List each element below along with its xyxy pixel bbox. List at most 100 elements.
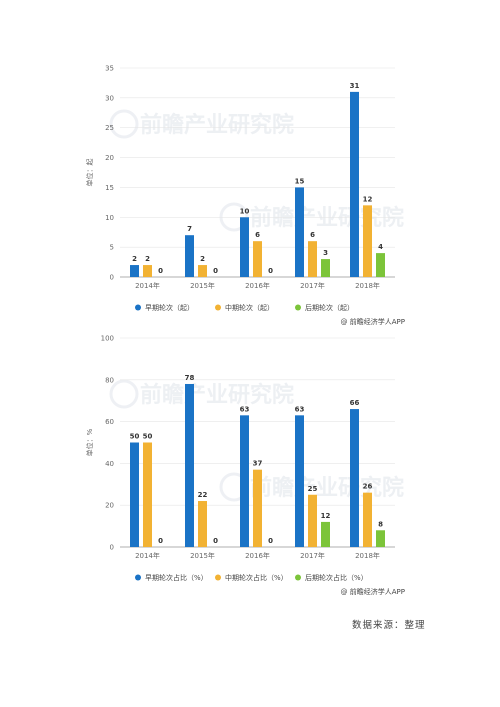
data-label: 3 bbox=[323, 249, 328, 257]
data-label: 12 bbox=[363, 195, 373, 203]
y-tick-label: 60 bbox=[105, 418, 114, 426]
bar-early bbox=[185, 383, 194, 547]
legend-label: 后期轮次占比（%） bbox=[305, 573, 368, 582]
y-tick-label: 100 bbox=[101, 335, 114, 343]
bar-mid bbox=[198, 265, 207, 277]
data-label: 66 bbox=[350, 399, 360, 407]
chart-investment-rounds-count: 前瞻产业研究院 前瞻产业研究院 0 5 10 15 20 25 30 35 单位：起 2 2 0 2014年… bbox=[0, 55, 500, 330]
data-label: 63 bbox=[240, 405, 250, 413]
bar-late bbox=[376, 253, 385, 277]
x-tick-label: 2016年 bbox=[245, 551, 270, 560]
bar-mid bbox=[308, 494, 317, 547]
bar-early bbox=[130, 265, 139, 277]
x-tick-label: 2016年 bbox=[245, 281, 270, 290]
source-credit: @ 前瞻经济学人APP bbox=[341, 587, 405, 596]
bar-mid bbox=[308, 241, 317, 277]
legend-label: 中期轮次占比（%） bbox=[225, 573, 288, 582]
bar-mid bbox=[363, 205, 372, 277]
y-axis-label: 单位：起 bbox=[85, 159, 94, 187]
data-label: 2 bbox=[200, 255, 205, 263]
bar-late bbox=[321, 521, 330, 547]
data-label: 0 bbox=[268, 537, 273, 545]
data-label: 50 bbox=[143, 433, 153, 441]
x-tick-label: 2018年 bbox=[355, 281, 380, 290]
data-label: 78 bbox=[185, 374, 195, 382]
bar-late bbox=[376, 530, 385, 547]
data-label: 50 bbox=[130, 433, 140, 441]
bar-mid bbox=[198, 501, 207, 547]
y-tick-label: 15 bbox=[105, 184, 114, 192]
data-label: 4 bbox=[378, 243, 383, 251]
legend-marker bbox=[135, 304, 141, 311]
data-label: 25 bbox=[308, 485, 318, 493]
data-label: 37 bbox=[253, 460, 263, 468]
y-tick-label: 80 bbox=[105, 376, 114, 384]
legend-marker bbox=[215, 574, 221, 581]
bar-mid bbox=[253, 241, 262, 277]
x-tick-label: 2015年 bbox=[190, 551, 215, 560]
y-tick-label: 35 bbox=[105, 65, 114, 73]
legend-label: 早期轮次占比（%） bbox=[145, 573, 208, 582]
data-label: 0 bbox=[213, 267, 218, 275]
legend-marker bbox=[295, 574, 301, 581]
bar-early bbox=[240, 415, 249, 547]
data-source-footnote: 数据来源：整理 bbox=[352, 620, 426, 631]
y-tick-label: 10 bbox=[105, 214, 114, 222]
data-label: 26 bbox=[363, 483, 373, 491]
x-tick-label: 2018年 bbox=[355, 551, 380, 560]
data-label: 63 bbox=[295, 405, 305, 413]
legend-label: 中期轮次（起） bbox=[225, 303, 274, 312]
y-axis-label: 单位：% bbox=[85, 428, 94, 456]
data-label: 0 bbox=[268, 267, 273, 275]
watermark-text: 前瞻产业研究院 bbox=[140, 382, 294, 408]
source-credit: @ 前瞻经济学人APP bbox=[341, 317, 405, 326]
data-label: 6 bbox=[310, 231, 315, 239]
y-tick-label: 25 bbox=[105, 124, 114, 132]
legend-marker bbox=[215, 304, 221, 311]
data-label: 31 bbox=[350, 82, 360, 90]
legend-marker bbox=[295, 304, 301, 311]
x-tick-label: 2015年 bbox=[190, 281, 215, 290]
y-tick-label: 30 bbox=[105, 94, 114, 102]
bar-early bbox=[295, 187, 304, 277]
watermark-text: 前瞻产业研究院 bbox=[250, 475, 404, 501]
bar-mid bbox=[253, 469, 262, 547]
watermark-logo-icon bbox=[109, 109, 139, 139]
legend-label: 后期轮次（起） bbox=[305, 303, 354, 312]
watermark-text: 前瞻产业研究院 bbox=[250, 205, 404, 231]
legend-marker bbox=[135, 574, 141, 581]
data-label: 10 bbox=[240, 207, 250, 215]
watermark-logo-icon bbox=[109, 379, 139, 409]
data-label: 0 bbox=[158, 267, 163, 275]
bar-early bbox=[130, 442, 139, 547]
bar-early bbox=[240, 217, 249, 277]
bar-early bbox=[185, 235, 194, 277]
x-tick-label: 2014年 bbox=[135, 551, 160, 560]
legend-label: 早期轮次（起） bbox=[145, 303, 194, 312]
data-label: 0 bbox=[213, 537, 218, 545]
x-tick-label: 2017年 bbox=[300, 281, 325, 290]
x-tick-label: 2017年 bbox=[300, 551, 325, 560]
y-tick-label: 0 bbox=[110, 544, 114, 552]
bar-early bbox=[295, 415, 304, 547]
chart-investment-rounds-share: 前瞻产业研究院 前瞻产业研究院 0 20 40 60 80 100 单位：% 50 50 0 2014年… bbox=[0, 325, 500, 600]
data-label: 7 bbox=[187, 225, 192, 233]
data-label: 0 bbox=[158, 537, 163, 545]
y-tick-label: 20 bbox=[105, 502, 114, 510]
bar-mid bbox=[143, 442, 152, 547]
x-tick-label: 2014年 bbox=[135, 281, 160, 290]
bar-mid bbox=[143, 265, 152, 277]
data-label: 6 bbox=[255, 231, 260, 239]
bar-early bbox=[350, 409, 359, 547]
data-label: 2 bbox=[132, 255, 137, 263]
y-tick-label: 0 bbox=[110, 274, 114, 282]
watermark-text: 前瞻产业研究院 bbox=[140, 112, 294, 138]
data-label: 22 bbox=[198, 491, 208, 499]
bar-late bbox=[321, 259, 330, 277]
data-label: 8 bbox=[378, 520, 383, 528]
bar-early bbox=[350, 91, 359, 277]
data-label: 15 bbox=[295, 177, 305, 185]
